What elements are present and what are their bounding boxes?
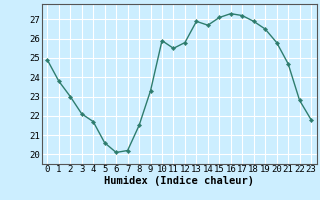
X-axis label: Humidex (Indice chaleur): Humidex (Indice chaleur) (104, 176, 254, 186)
